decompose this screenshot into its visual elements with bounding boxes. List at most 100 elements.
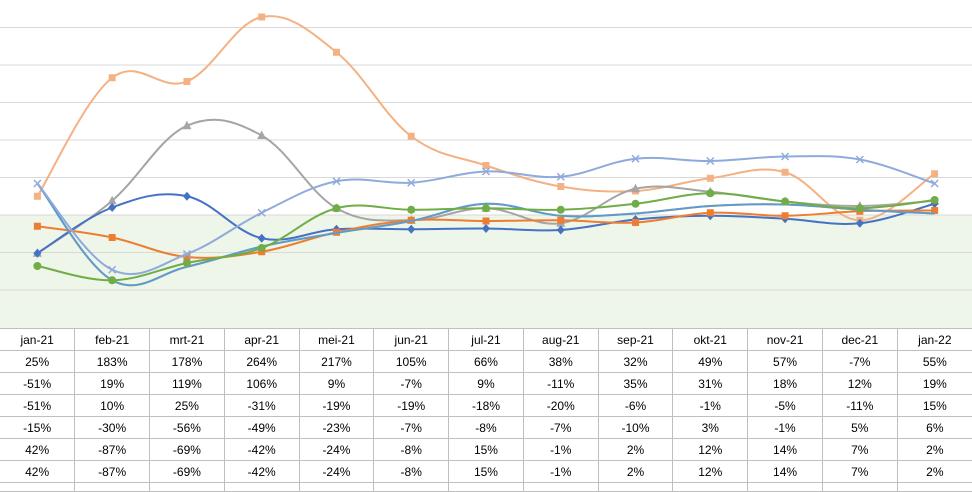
table-cell: -20% [522,394,599,417]
table-cell: 106% [223,372,300,395]
data-point [182,120,192,130]
table-cell: -87% [74,460,151,483]
table-cell: -49% [223,416,300,439]
data-point [183,253,191,261]
series-8 [33,189,939,285]
table-cell: 9% [448,372,524,395]
table-cell: 119% [149,372,225,395]
table-cell: 15% [896,394,972,417]
table-cell: 14% [747,460,823,483]
data-point [706,174,714,182]
table-cell: -31% [223,394,300,417]
data-point [706,156,715,166]
table-cell: -19% [298,394,375,417]
data-point [332,177,341,186]
table-row-empty [0,482,972,492]
data-point [33,179,42,188]
data-point [332,204,341,213]
table-row: -51% 19% 119% 106% 9% -7% 9% -11% 35% 31% 18% 12% 19… [0,372,972,395]
table-cell: -69% [149,460,225,483]
data-point [855,155,864,164]
table-cell [74,482,151,492]
table-cell: -87% [74,438,151,461]
chart-band [0,215,972,328]
table-cell: 7% [821,460,898,483]
category-label: okt-21 [672,328,749,351]
table-cell: 9% [298,372,375,395]
data-point [108,234,116,241]
table-cell: 25% [149,394,225,417]
table-cell: -1% [522,460,599,483]
chart-series [32,13,940,287]
data-point [108,203,117,212]
table-cell [522,482,599,492]
data-point [183,78,191,85]
table-cell: -6% [597,394,674,417]
data-point [556,225,565,235]
data-point [482,204,490,213]
table-cell: 264% [223,350,300,373]
table-cell: 105% [373,350,450,373]
table-cell: 66% [448,350,524,373]
series-7 [33,152,939,275]
table-cell: 12% [821,372,898,395]
table-cell [896,482,972,492]
data-point [257,208,266,217]
table-cell: 15% [448,438,524,461]
table-cell: 6% [896,416,972,439]
data-point [482,224,490,233]
data-point [108,276,117,285]
table-cell: 42% [0,460,76,483]
data-point [407,205,416,214]
table-cell [298,482,375,492]
table-cell: -11% [522,372,599,395]
category-label: jun-21 [373,328,450,351]
data-table: jan-21 feb-21 mrt-21 apr-21 mei-21 jun-21 jul-… [0,328,972,492]
table-cell [821,482,898,492]
data-point [930,196,939,204]
data-point [182,191,191,201]
table-header-row: jan-21 feb-21 mrt-21 apr-21 mei-21 jun-21 jul-… [0,328,972,351]
table-cell: 7% [821,438,898,461]
data-point [407,132,415,140]
data-point [781,168,789,176]
table-cell: 19% [896,372,972,395]
table-cell: 31% [672,372,749,395]
table-cell [597,482,674,492]
table-cell: 25% [0,350,76,373]
table-row: -15% -30% -56% -49% -23% -7% -8% -7% -10% 3% -1% 5%… [0,416,972,439]
category-label: nov-21 [747,328,823,351]
table-cell [223,482,300,492]
table-cell: -15% [0,416,76,439]
data-point [182,249,191,259]
table-cell: -1% [747,416,823,439]
table-cell: 12% [672,438,749,461]
table-cell: -24% [298,438,375,461]
data-point [257,244,266,252]
data-point [781,197,790,206]
data-point [258,13,266,21]
data-point [407,224,416,234]
table-cell [0,482,76,492]
category-label: feb-21 [74,328,151,351]
table-cell: -10% [597,416,674,439]
category-label: aug-21 [522,328,599,351]
data-point [632,219,640,226]
table-cell: -23% [298,416,375,439]
table-cell [373,482,450,492]
data-point [781,212,789,220]
table-cell [448,482,524,492]
table-cell: 18% [747,372,823,395]
table-cell: 2% [896,438,972,461]
table-cell: 15% [448,460,524,483]
table-cell: 57% [747,350,823,373]
table-cell: 38% [522,350,599,373]
table-cell: 12% [672,460,749,483]
table-cell: 14% [747,438,823,461]
table-cell: -8% [373,438,450,461]
data-point [108,265,117,274]
table-cell: 178% [149,350,225,373]
data-point [482,162,490,169]
table-cell: -7% [821,350,898,373]
data-point [33,222,41,230]
